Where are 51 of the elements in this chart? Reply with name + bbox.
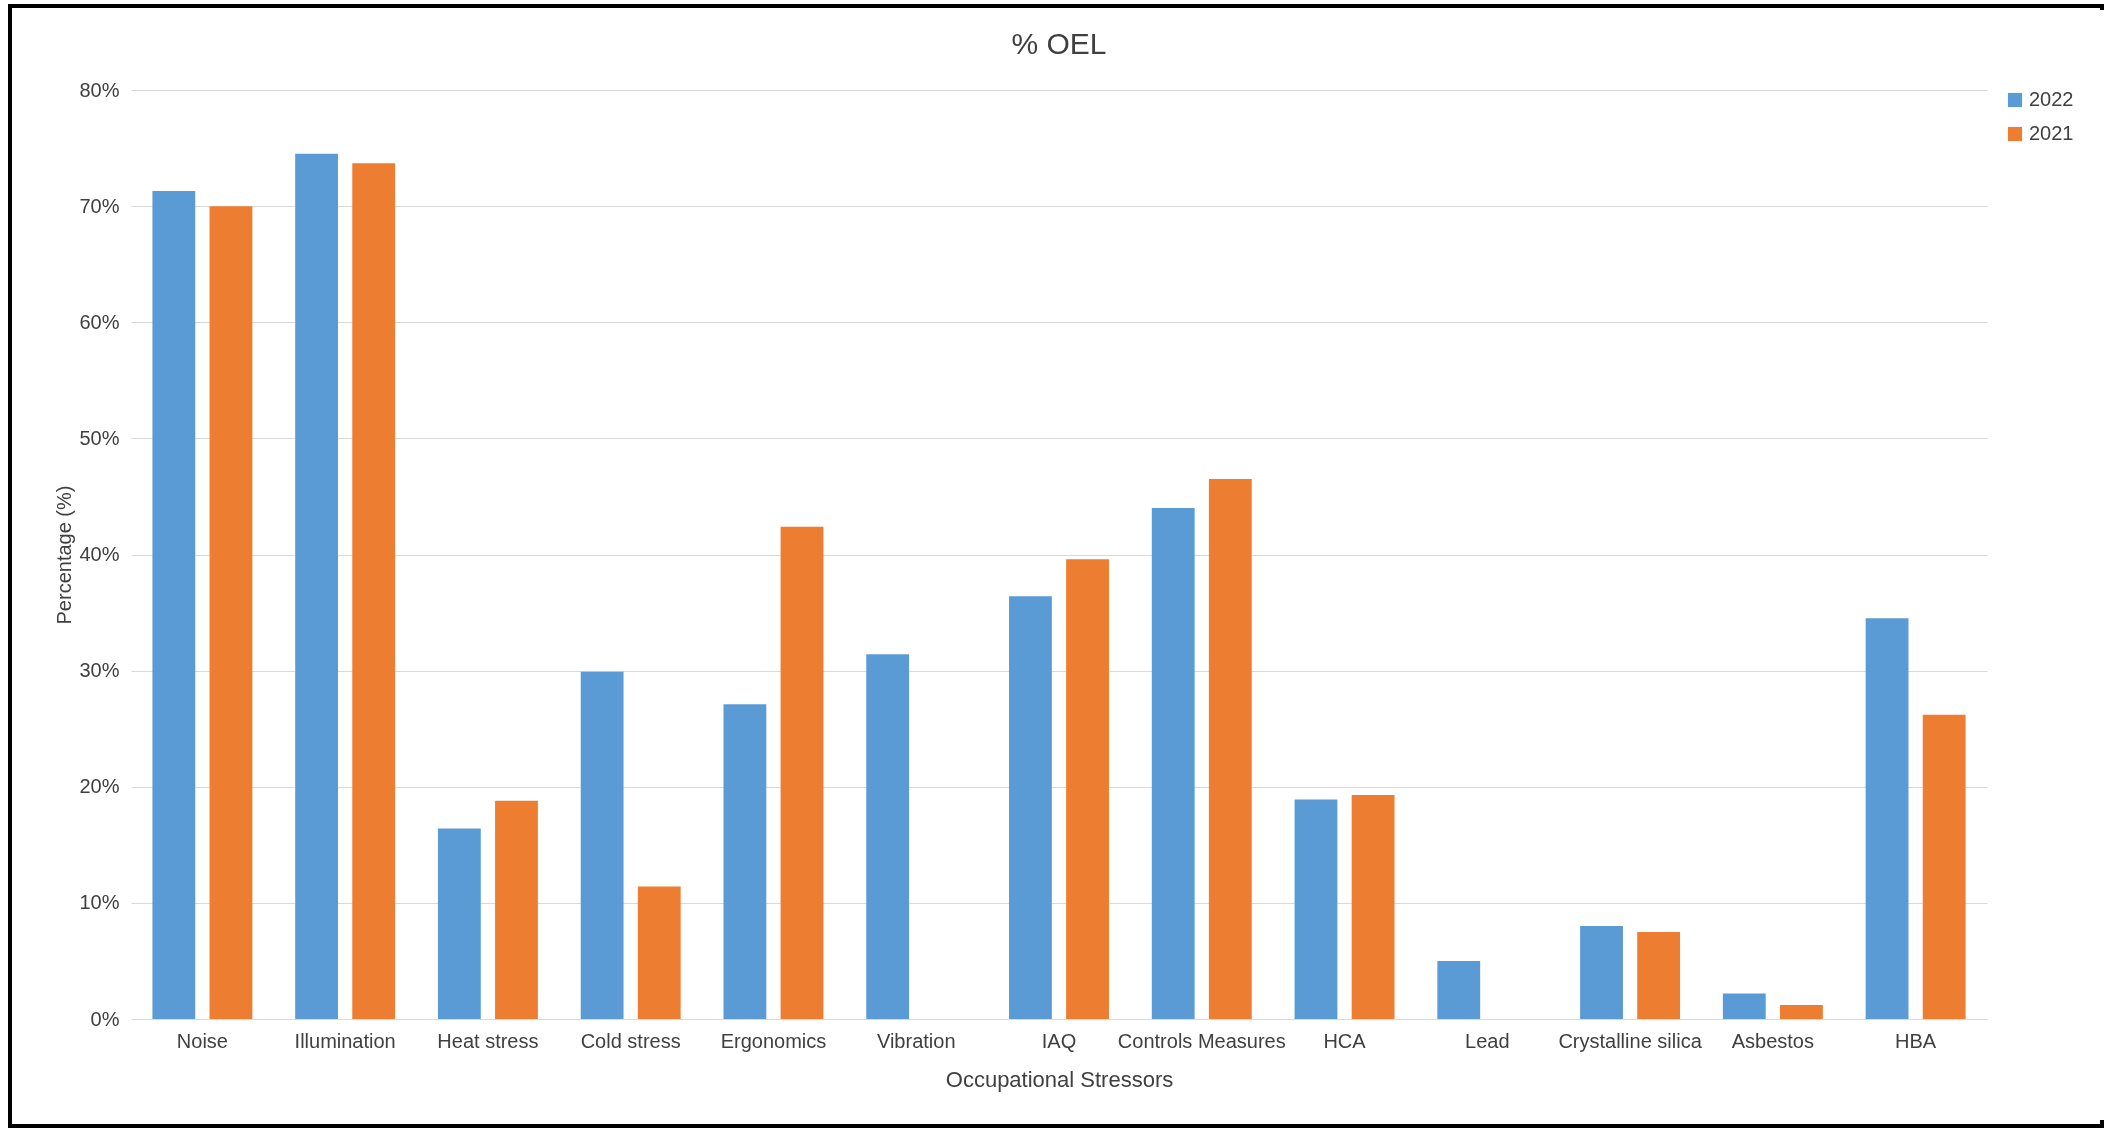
x-tick-label: HBA [1895,1029,1937,1052]
bar [209,206,253,1019]
x-axis-title: Occupational Stressors [945,1066,1174,1092]
y-tick-label: 10% [79,891,120,914]
y-tick-label: 30% [79,659,120,682]
x-tick-label: HCA [1323,1029,1367,1052]
x-tick-label: Asbestos [1731,1029,1814,1052]
bar [866,654,910,1019]
bar [295,153,339,1019]
legend-label: 2021 [2029,122,2074,144]
bar [723,704,767,1019]
bar [637,886,681,1019]
bar [1294,799,1338,1019]
y-tick-label: 0% [90,1007,120,1030]
bar [1009,596,1052,1019]
x-tick-label: Crystalline silica [1558,1029,1703,1052]
bar [780,526,824,1019]
bar [1208,479,1252,1019]
x-tick-label: Lead [1465,1029,1510,1052]
chart-title: % OEL [1011,27,1107,60]
bar [1351,794,1395,1019]
legend-label: 2022 [2029,88,2074,110]
x-tick-label: Illumination [294,1029,396,1052]
bar [1066,559,1109,1019]
bar [152,191,196,1019]
bar [580,671,624,1019]
bar [1865,618,1909,1019]
bar [1922,714,1966,1019]
y-axis-title: Percentage (%) [53,485,76,625]
y-tick-label: 80% [79,78,120,101]
bar [1437,960,1481,1019]
x-tick-label: Heat stress [437,1029,539,1052]
x-tick-label: Cold stress [580,1029,681,1052]
x-tick-label: Noise [176,1029,228,1052]
bar [1580,926,1623,1019]
bar [1637,931,1681,1019]
y-tick-label: 50% [79,426,120,449]
x-tick-label: Vibration [876,1029,956,1052]
bar [495,800,538,1019]
y-tick-label: 20% [79,775,120,798]
y-tick-label: 60% [79,310,120,333]
y-tick-label: 70% [79,194,120,217]
bar [437,828,481,1019]
bar [1779,1005,1823,1019]
bar [1151,508,1195,1019]
bar [1722,993,1766,1019]
bar [352,163,396,1019]
y-tick-label: 40% [79,543,120,565]
x-tick-label: IAQ [1041,1029,1077,1052]
x-tick-label: Controls Measures [1117,1029,1286,1052]
x-tick-label: Ergonomics [720,1029,827,1052]
